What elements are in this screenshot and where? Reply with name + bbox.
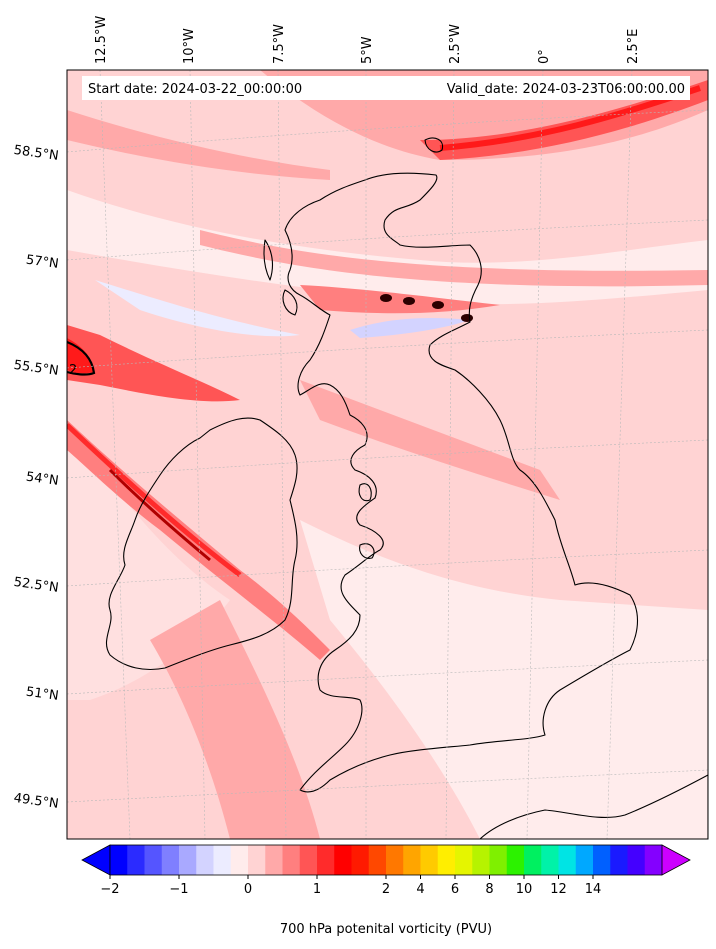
colorbar-swatch: [161, 845, 180, 875]
lon-label: 10°W: [182, 28, 197, 64]
coast-anglesey: [359, 543, 375, 559]
pv-band-east: [300, 380, 560, 500]
colorbar-swatch: [144, 845, 163, 875]
pv-band-northwest: [67, 110, 330, 180]
colorbar-tick-label: 10: [516, 882, 533, 897]
pv-light-zone-south: [300, 520, 708, 839]
colorbar-extend-low: [81, 844, 111, 876]
colorbar-tick-label: 0: [244, 882, 252, 897]
pv-band-southwest-core: [67, 423, 242, 577]
lon-label: 0°: [537, 49, 552, 64]
lon-label: 7.5°W: [272, 24, 287, 64]
colorbar-tick-label: 1: [313, 882, 321, 897]
lon-label: 2.5°W: [448, 24, 463, 64]
coast-orkney: [424, 137, 444, 153]
colorbar-swatch: [299, 845, 318, 875]
lat-label: 51°N: [25, 685, 60, 704]
pv-max-west: [67, 325, 240, 402]
colorbar-swatch: [506, 845, 525, 875]
colorbar-swatch: [593, 845, 611, 875]
colorbar-tick-label: 8: [485, 882, 493, 897]
colorbar-swatch: [610, 845, 628, 875]
colorbar-swatch: [213, 845, 232, 875]
colorbar-swatch: [127, 845, 145, 875]
colorbar-swatch: [489, 845, 508, 875]
start-date-label: Start date: 2024-03-22_00:00:00: [88, 82, 302, 97]
colorbar-tick-label: 14: [585, 882, 602, 897]
pv-maxima: [380, 294, 473, 322]
lat-label: 57°N: [25, 253, 60, 272]
graticule: [67, 70, 708, 839]
colorbar-tick-label: 4: [416, 882, 424, 897]
lat-label: 52.5°N: [13, 575, 60, 596]
colorbar-swatch: [248, 845, 266, 875]
colorbar-swatch: [455, 845, 473, 875]
pv-negative-streak: [95, 280, 300, 337]
colorbar-ticks: −2 −1 0 1 2 4 6 8 10 12 14: [100, 875, 601, 897]
colorbar-tick-label: 2: [382, 882, 390, 897]
colorbar-swatch: [541, 845, 559, 875]
contour-label: 2: [69, 363, 77, 378]
colorbar-swatch: [110, 845, 128, 875]
colorbar-tick-label: 12: [550, 882, 567, 897]
map-panel: 2: [67, 70, 708, 839]
colorbar-swatch: [644, 845, 663, 875]
colorbar-swatch: [282, 845, 301, 875]
lat-label: 58.5°N: [13, 143, 60, 164]
colorbar-swatch: [351, 845, 370, 875]
coast-france: [479, 774, 708, 839]
colorbar-title: 700 hPa potenital vorticity (PVU): [280, 922, 492, 937]
colorbar-swatch: [558, 845, 577, 875]
lon-label: 2.5°E: [626, 29, 641, 64]
coast-great-britain: [284, 172, 639, 793]
coast-ireland: [105, 417, 298, 671]
colorbar-swatch: [230, 845, 249, 875]
colorbar-swatch: [386, 845, 404, 875]
lon-labels: 12.5°W 10°W 7.5°W 5°W 2.5°W 0° 2.5°E: [94, 16, 641, 64]
colorbar-extend-high: [661, 844, 691, 876]
pv-negative-streak: [350, 318, 470, 338]
header-box: [82, 76, 690, 100]
pv-band-central: [300, 285, 500, 314]
colorbar-swatch: [265, 845, 283, 875]
colorbar: [81, 844, 691, 876]
valid-date-label: Valid_date: 2024-03-23T06:00:00.00: [447, 82, 685, 97]
coastlines: [105, 137, 708, 839]
coast-isle-of-man: [358, 483, 372, 502]
colorbar-swatch: [196, 845, 214, 875]
colorbar-tick-label: −1: [169, 882, 188, 897]
colorbar-tick-label: 6: [451, 882, 459, 897]
lon-label: 5°W: [360, 36, 375, 64]
map-frame: [66, 69, 709, 840]
coast-hebrides: [263, 239, 274, 281]
colorbar-swatch: [437, 845, 456, 875]
colorbar-swatch: [403, 845, 421, 875]
pv-band-central-east: [200, 230, 708, 287]
colorbar-swatch: [472, 845, 490, 875]
colorbar-swatch: [179, 845, 197, 875]
colorbar-swatch: [420, 845, 439, 875]
pv-band-south: [150, 600, 320, 839]
pv-max-west-core: [67, 338, 94, 374]
colorbar-swatch: [524, 845, 542, 875]
colorbar-swatch: [317, 845, 335, 875]
colorbar-tick-label: −2: [100, 882, 119, 897]
colorbar-swatch: [575, 845, 594, 875]
coast-skye: [282, 289, 298, 316]
colorbar-swatch: [627, 845, 646, 875]
lat-label: 54°N: [25, 470, 60, 489]
lat-label: 49.5°N: [13, 791, 60, 812]
colorbar-swatch: [334, 845, 352, 875]
colorbar-swatch: [368, 845, 387, 875]
lon-label: 12.5°W: [94, 16, 109, 64]
lat-labels: 58.5°N 57°N 55.5°N 54°N 52.5°N 51°N 49.5…: [13, 143, 60, 812]
pv-2-contour: [67, 340, 96, 376]
lat-label: 55.5°N: [13, 358, 60, 379]
